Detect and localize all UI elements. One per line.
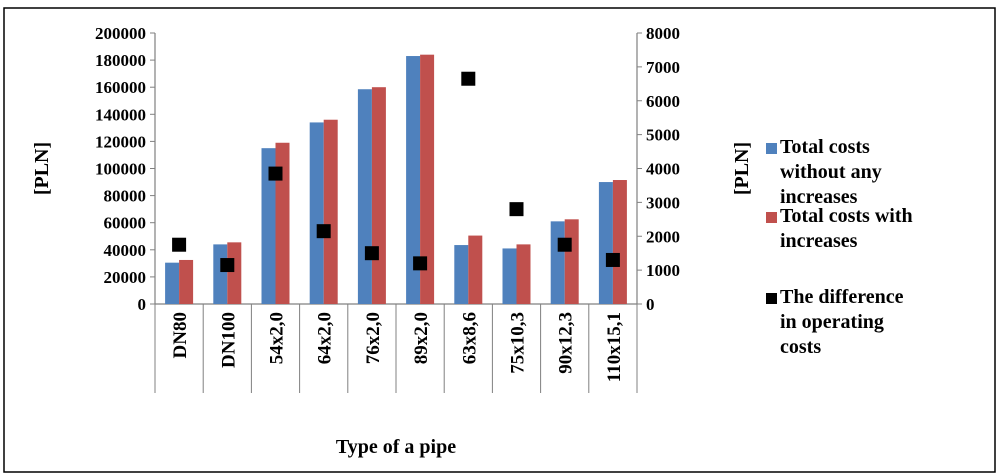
legend-marker: [766, 143, 777, 154]
x-category-label: 89x2,0: [411, 312, 432, 364]
legend-label: Total costs: [780, 136, 870, 158]
x-category-label: 54x2,0: [267, 312, 288, 364]
y-right-axis-title: [PLN]: [731, 142, 753, 195]
x-category-label: 64x2,0: [315, 312, 336, 364]
scatter-marker: [316, 224, 331, 239]
bar: [598, 182, 613, 304]
bar: [165, 262, 180, 304]
bar: [357, 89, 372, 304]
x-category-label: 76x2,0: [363, 312, 384, 364]
scatter-marker: [413, 256, 428, 271]
legend-marker: [766, 293, 777, 304]
scatter-marker: [364, 246, 379, 261]
y-left-tick-label: 60000: [104, 214, 147, 233]
y-right-tick-label: 1000: [646, 261, 680, 280]
scatter-marker: [509, 202, 524, 217]
x-category-label: 75x10,3: [508, 312, 529, 374]
bar: [502, 248, 517, 304]
y-left-tick-label: 80000: [104, 187, 147, 206]
bar: [612, 180, 627, 304]
y-right-tick-label: 5000: [646, 126, 680, 145]
y-left-tick-label: 200000: [95, 24, 146, 43]
bar: [406, 56, 421, 304]
bar: [213, 244, 228, 304]
y-left-axis-title: [PLN]: [31, 142, 53, 195]
bar: [275, 142, 290, 304]
bar: [261, 148, 276, 304]
bar: [454, 245, 469, 304]
bar: [564, 219, 579, 304]
legend-label: The difference: [780, 286, 904, 308]
x-category-label: 63x8,6: [459, 312, 480, 364]
scatter-marker: [268, 166, 283, 181]
bar: [420, 54, 435, 305]
y-right-tick-label: 8000: [646, 24, 680, 43]
bar: [227, 242, 242, 304]
legend-marker: [766, 212, 777, 223]
y-left-tick-label: 20000: [104, 268, 147, 287]
bar: [309, 122, 324, 305]
bar: [179, 259, 194, 304]
y-left-tick-label: 0: [138, 295, 147, 314]
bar: [550, 221, 565, 304]
scatter-marker: [220, 258, 235, 273]
legend-label: costs: [780, 336, 821, 358]
legend-label: increases: [780, 230, 858, 252]
legend-label: in operating: [780, 311, 884, 333]
y-right-tick-label: 4000: [646, 160, 680, 179]
y-left-tick-label: 160000: [95, 78, 146, 97]
scatter-marker: [172, 237, 187, 252]
legend-label: increases: [780, 186, 858, 208]
y-left-tick-label: 180000: [95, 51, 146, 70]
x-category-label: DN80: [170, 312, 191, 358]
y-left-tick-label: 120000: [95, 132, 146, 151]
y-right-tick-label: 2000: [646, 227, 680, 246]
y-right-tick-label: 6000: [646, 92, 680, 111]
scatter-marker: [605, 252, 620, 267]
y-right-tick-label: 3000: [646, 193, 680, 212]
x-category-label: DN100: [218, 312, 239, 368]
legend-label: without any: [780, 161, 882, 183]
y-left-tick-label: 140000: [95, 105, 146, 124]
y-left-tick-label: 40000: [104, 241, 147, 260]
x-axis-title: Type of a pipe: [336, 436, 456, 458]
bar: [371, 87, 386, 304]
x-category-label: 110x15,1: [604, 312, 625, 382]
y-right-tick-label: 0: [646, 295, 655, 314]
legend-label: Total costs with: [780, 205, 913, 227]
scatter-marker: [557, 237, 572, 252]
bar: [323, 119, 338, 304]
scatter-marker: [461, 71, 476, 86]
bar: [468, 235, 483, 304]
y-left-tick-label: 100000: [95, 160, 146, 179]
bar: [516, 244, 531, 304]
chart-frame: [3, 7, 996, 473]
y-right-tick-label: 7000: [646, 58, 680, 77]
x-category-label: 90x12,3: [556, 312, 577, 374]
